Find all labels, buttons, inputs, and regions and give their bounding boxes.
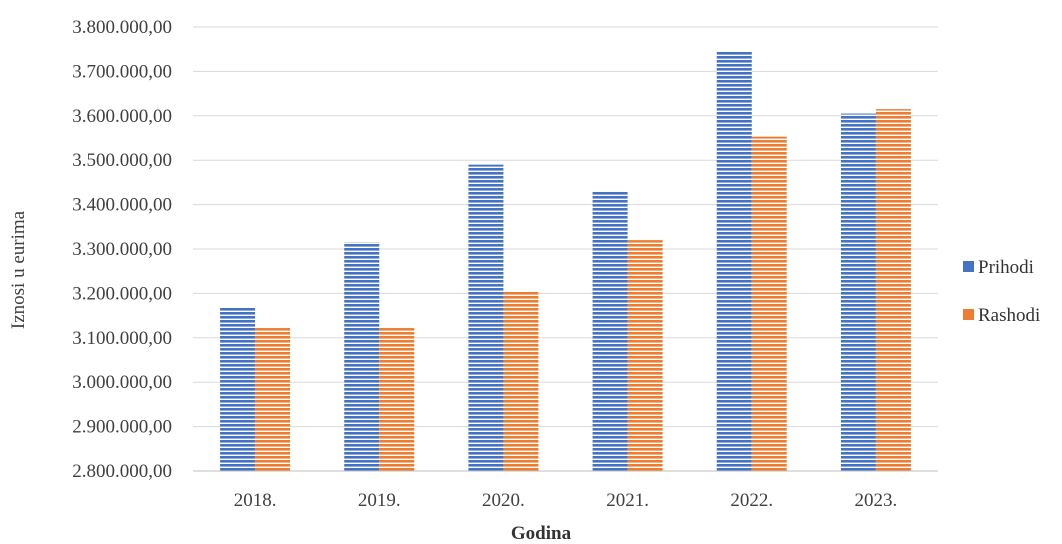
bar-prihodi-2019 [344, 242, 380, 471]
y-axis-tick-labels: 2.800.000,00 2.900.000,00 3.000.000,00 3.10… [72, 17, 172, 482]
bars [220, 51, 911, 472]
bar-rashodi-2023 [875, 109, 911, 471]
legend: Prihodi Rashodi [963, 257, 1040, 326]
y-tick-label: 2.800.000,00 [72, 461, 172, 482]
y-tick-label: 3.700.000,00 [72, 61, 172, 82]
y-tick-label: 2.900.000,00 [72, 417, 172, 438]
legend-label-rashodi: Rashodi [978, 305, 1040, 326]
bar-prihodi-2018 [220, 307, 256, 471]
x-axis-tick-labels: 2018. 2019. 2020. 2021. 2022. 2023. [234, 490, 898, 511]
x-tick-label: 2023. [855, 490, 898, 511]
x-tick-label: 2020. [482, 490, 525, 511]
legend-swatch-prihodi [963, 261, 974, 272]
x-tick-label: 2019. [358, 490, 401, 511]
y-tick-label: 3.800.000,00 [72, 17, 172, 38]
legend-label-prihodi: Prihodi [978, 257, 1034, 278]
x-tick-label: 2021. [606, 490, 649, 511]
y-tick-label: 3.300.000,00 [72, 239, 172, 260]
y-tick-label: 3.400.000,00 [72, 195, 172, 216]
bar-rashodi-2018 [255, 328, 291, 471]
bar-prihodi-2022 [716, 51, 752, 472]
bar-prihodi-2021 [592, 191, 628, 471]
y-tick-label: 3.200.000,00 [72, 283, 172, 304]
legend-swatch-rashodi [963, 309, 974, 320]
bar-rashodi-2021 [627, 240, 663, 471]
x-axis-title: Godina [511, 523, 572, 544]
y-tick-label: 3.100.000,00 [72, 328, 172, 349]
x-tick-label: 2022. [730, 490, 773, 511]
bar-prihodi-2020 [468, 164, 504, 471]
bar-rashodi-2022 [751, 136, 787, 471]
x-tick-label: 2018. [234, 490, 277, 511]
y-axis-title: Iznosi u eurima [8, 210, 29, 329]
bar-prihodi-2023 [840, 113, 876, 471]
bar-rashodi-2020 [503, 291, 539, 471]
gridlines [193, 26, 938, 428]
y-tick-label: 3.600.000,00 [72, 106, 172, 127]
y-tick-label: 3.000.000,00 [72, 372, 172, 393]
y-tick-label: 3.500.000,00 [72, 150, 172, 171]
bar-rashodi-2019 [379, 328, 415, 471]
